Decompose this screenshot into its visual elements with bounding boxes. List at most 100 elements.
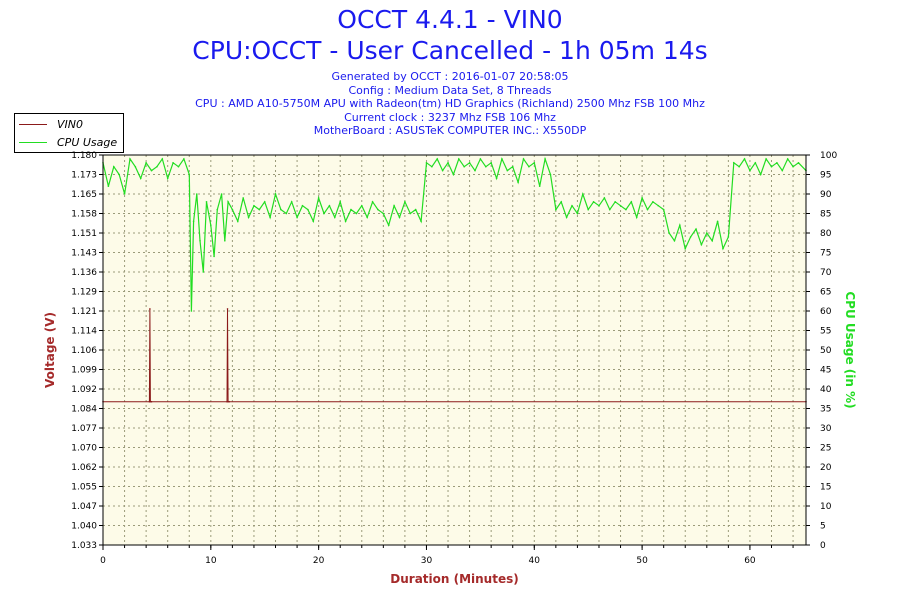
legend-item-vin0: VIN0 (19, 117, 83, 131)
point-vin0 (150, 400, 153, 403)
x-tick-label: 0 (100, 556, 106, 566)
point-cpu-usage (220, 193, 223, 195)
y-tick-label: 1.165 (71, 190, 97, 200)
y2-tick-label: 40 (820, 385, 832, 395)
grid-lines (103, 155, 806, 545)
x-tick-label: 30 (421, 556, 433, 566)
series-line-cpu-usage (102, 156, 807, 312)
point-cpu-usage (695, 228, 697, 230)
y2-tick-label: 100 (820, 151, 837, 161)
point-cpu-usage (749, 169, 751, 172)
y2-tick-label: 95 (820, 171, 831, 181)
info-block: Generated by OCCT : 2016-01-07 20:58:05 … (0, 70, 900, 138)
y2-tick-label: 50 (820, 346, 832, 356)
point-cpu-usage (129, 158, 131, 160)
point-cpu-usage (166, 177, 169, 180)
y-tick-label: 1.092 (71, 385, 97, 395)
point-cpu-usage (296, 216, 298, 219)
point-cpu-usage (765, 158, 767, 160)
point-cpu-usage (549, 173, 552, 176)
point-cpu-usage (393, 204, 395, 207)
y2-tick-label: 85 (820, 210, 831, 220)
point-cpu-usage (706, 232, 708, 234)
point-cpu-usage (398, 216, 401, 219)
point-cpu-usage (474, 169, 476, 172)
point-cpu-usage (172, 162, 174, 164)
point-cpu-usage (409, 212, 412, 215)
point-cpu-usage (781, 169, 784, 172)
point-cpu-usage (625, 208, 627, 211)
y2-axis-title: CPU Usage (in %) (843, 291, 857, 408)
point-cpu-usage (776, 162, 778, 164)
point-cpu-usage (684, 247, 687, 250)
point-cpu-usage (786, 158, 789, 160)
y-tick-label: 1.047 (71, 502, 97, 512)
point-cpu-usage (387, 224, 390, 226)
y-tick-label: 1.033 (71, 541, 97, 551)
point-cpu-usage (107, 185, 110, 187)
point-cpu-usage (317, 197, 320, 199)
y2-tick-label: 65 (820, 288, 831, 298)
point-cpu-usage (247, 216, 250, 219)
point-cpu-usage (511, 165, 514, 168)
point-cpu-usage (560, 201, 563, 203)
point-cpu-usage (280, 208, 282, 211)
y-tick-label: 1.099 (71, 366, 97, 376)
y2-tick-label: 60 (820, 307, 832, 317)
point-cpu-usage (134, 165, 137, 168)
point-cpu-usage (738, 165, 740, 168)
point-cpu-usage (301, 204, 304, 207)
point-cpu-usage (522, 158, 525, 160)
y2-tick-label: 10 (820, 502, 832, 512)
point-cpu-usage (619, 204, 622, 207)
point-vin0 (226, 308, 229, 310)
y-tick-label: 1.129 (71, 288, 97, 298)
point-cpu-usage (420, 220, 422, 223)
point-cpu-usage (213, 255, 215, 258)
y2-tick-label: 30 (820, 424, 832, 434)
point-cpu-usage (501, 158, 503, 160)
point-cpu-usage (679, 224, 681, 226)
point-cpu-usage (344, 220, 347, 223)
y2-tick-label: 15 (820, 483, 831, 493)
point-cpu-usage (112, 165, 115, 168)
point-cpu-usage (350, 208, 352, 211)
point-cpu-usage (635, 216, 638, 219)
y2-tick-label: 5 (820, 522, 826, 532)
y-tick-label: 1.180 (71, 151, 97, 161)
point-cpu-usage (592, 201, 595, 203)
legend-swatch-vin0 (19, 123, 47, 125)
point-cpu-usage (216, 208, 219, 211)
point-cpu-usage (285, 212, 288, 215)
axes: 1.033 01.040 51.047 101.055 151.062 201.070 25… (71, 151, 837, 566)
y-tick-label: 1.062 (71, 463, 97, 473)
point-cpu-usage (224, 240, 226, 242)
point-cpu-usage (436, 158, 439, 160)
point-vin0 (228, 400, 230, 403)
x-tick-label: 10 (205, 556, 217, 566)
point-cpu-usage (404, 201, 406, 203)
y2-tick-label: 25 (820, 444, 831, 454)
x-tick-label: 50 (636, 556, 648, 566)
point-cpu-usage (484, 165, 487, 168)
point-cpu-usage (641, 197, 643, 199)
point-cpu-usage (630, 201, 633, 203)
point-cpu-usage (506, 169, 509, 172)
info-clock: Current clock : 3237 Mhz FSB 106 Mhz (344, 110, 556, 124)
point-cpu-usage (689, 236, 692, 238)
point-cpu-usage (732, 162, 735, 164)
point-cpu-usage (759, 173, 762, 176)
x-tick-label: 40 (529, 556, 541, 566)
x-tick-label: 60 (744, 556, 756, 566)
point-vin0 (149, 308, 151, 310)
point-cpu-usage (614, 201, 616, 203)
point-cpu-usage (183, 158, 185, 160)
point-cpu-usage (156, 165, 158, 168)
x-axis-title: Duration (Minutes) (390, 572, 518, 586)
point-cpu-usage (253, 204, 255, 207)
point-cpu-usage (452, 173, 455, 176)
y-tick-label: 1.121 (71, 307, 97, 317)
y2-tick-label: 55 (820, 327, 831, 337)
y2-tick-label: 20 (820, 463, 832, 473)
point-cpu-usage (582, 193, 584, 195)
